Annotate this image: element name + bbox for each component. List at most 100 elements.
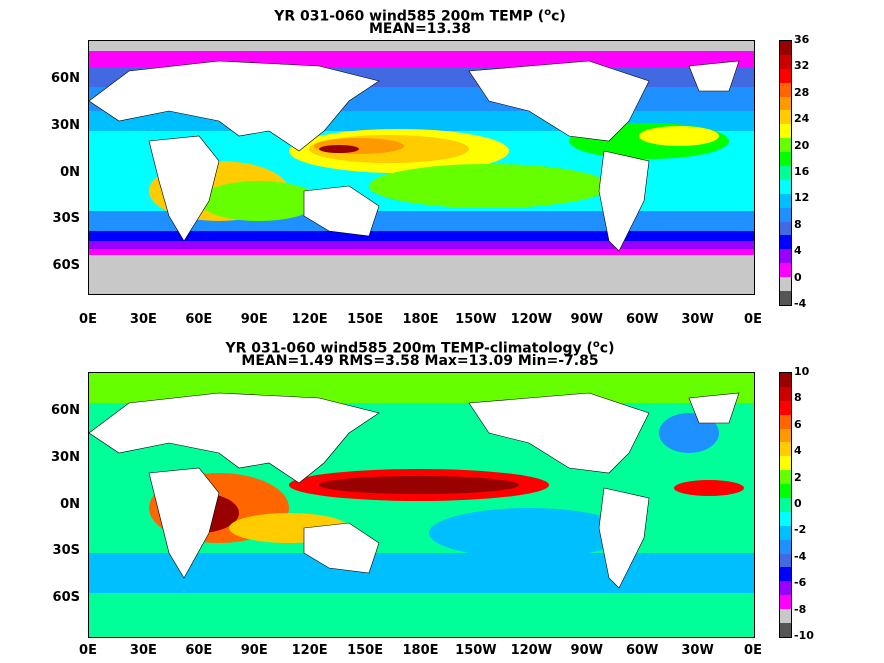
- top-lat-0n: 0N: [60, 165, 80, 180]
- bottom-colorbar-segment: [780, 553, 791, 568]
- top-colorbar-segment: [780, 207, 791, 222]
- top-lon-label-7: 150W: [455, 312, 497, 327]
- top-colorbar-segment: [780, 179, 791, 194]
- bottom-title-line1: YR 031-060 wind585 200m TEMP-climatology…: [225, 339, 615, 357]
- top-colorbar-tick: 24: [794, 112, 810, 126]
- top-lon-label-3: 90E: [240, 312, 268, 327]
- top-colorbar-tick: 36: [794, 33, 810, 46]
- bottom-colorbar-tick: 4: [794, 444, 802, 458]
- bottom-lon-label-1: 30E: [129, 643, 157, 658]
- bottom-colorbar-segment: [780, 567, 791, 582]
- bottom-lat-30n: 30N: [51, 450, 80, 465]
- top-colorbar-segment: [780, 68, 791, 83]
- bottom-colorbar-segment: [780, 498, 791, 512]
- bottom-colorbar-tick: 10: [794, 365, 810, 378]
- bottom-lat-0n: 0N: [60, 497, 80, 512]
- top-colorbar-tick: 0: [794, 270, 802, 284]
- bottom-colorbar-segment: [780, 400, 791, 415]
- bottom-colorbar-tick: 8: [794, 391, 802, 405]
- bottom-lon-label-2: 60E: [185, 643, 213, 658]
- bottom-lon-label-9: 90W: [570, 643, 603, 658]
- top-lon-label-12: 0E: [744, 312, 762, 327]
- bottom-colorbar-tick: -2: [794, 523, 807, 537]
- top-lon-label-4: 120E: [291, 312, 328, 327]
- top-colorbar-tick: 8: [794, 217, 802, 231]
- top-lat-60s: 60S: [52, 258, 80, 273]
- bottom-title-line2: MEAN=1.49 RMS=3.58 Max=13.09 Min=-7.85: [241, 353, 599, 369]
- top-colorbar-tick: 16: [794, 165, 810, 178]
- top-lat-60n: 60N: [51, 71, 80, 86]
- bottom-lon-label-5: 150E: [347, 643, 384, 658]
- bottom-colorbar-segment: [780, 511, 791, 526]
- bottom-colorbar-segment: [780, 595, 791, 610]
- bottom-colorbar-segment: [780, 428, 791, 443]
- top-colorbar-segment: [780, 110, 791, 125]
- bottom-colorbar-segment: [780, 609, 791, 624]
- top-colorbar-segment: [780, 138, 791, 153]
- top-colorbar-tick: 32: [794, 59, 810, 73]
- top-colorbar-tick: 4: [794, 244, 802, 258]
- top-title-line1: YR 031-060 wind585 200m TEMP (oc): [274, 7, 566, 25]
- bottom-colorbar-tick: -4: [794, 549, 807, 563]
- bottom-lon-label-11: 30W: [681, 643, 714, 658]
- bottom-colorbar-tick: -10: [794, 629, 814, 642]
- bottom-colorbar-tick: 2: [794, 470, 802, 484]
- top-lon-label-5: 150E: [347, 312, 384, 327]
- top-lat-30n: 30N: [51, 118, 80, 133]
- top-lon-label-9: 90W: [570, 312, 603, 327]
- top-lon-label-1: 30E: [129, 312, 157, 327]
- bottom-map: [88, 372, 755, 638]
- bottom-colorbar-segment: [780, 442, 791, 457]
- top-colorbar-segment: [780, 166, 791, 180]
- top-colorbar-tick: -4: [794, 297, 807, 310]
- top-colorbar-tick: 12: [794, 191, 810, 205]
- bottom-lon-label-4: 120E: [291, 643, 328, 658]
- bottom-map-svg: [89, 373, 754, 637]
- top-colorbar-segment: [780, 221, 791, 236]
- bottom-colorbar-segment: [780, 581, 791, 596]
- top-colorbar-segment: [780, 291, 791, 305]
- bottom-colorbar-tick: 0: [794, 497, 802, 510]
- top-colorbar-tick: 20: [794, 138, 810, 152]
- bottom-colorbar-segment: [780, 539, 791, 554]
- top-lon-label-10: 60W: [625, 312, 659, 327]
- bottom-colorbar-tick: -8: [794, 602, 807, 616]
- bottom-lon-label-8: 120W: [510, 643, 553, 658]
- top-title-line2: MEAN=13.38: [368, 21, 472, 37]
- bottom-colorbar: [779, 372, 792, 638]
- bottom-colorbar-segment: [780, 525, 791, 540]
- top-colorbar-segment: [780, 249, 791, 264]
- top-colorbar-segment: [780, 263, 791, 278]
- bottom-colorbar-segment: [780, 456, 791, 471]
- bottom-lon-label-10: 60W: [625, 643, 659, 658]
- bottom-lon-label-7: 150W: [455, 643, 497, 658]
- top-lon-label-8: 120W: [510, 312, 553, 327]
- top-lon-label-6: 180E: [402, 312, 439, 327]
- top-colorbar-segment: [780, 96, 791, 111]
- bottom-colorbar-segment: [780, 623, 791, 637]
- bottom-colorbar-segment: [780, 484, 791, 499]
- bottom-colorbar-segment: [780, 414, 791, 429]
- bottom-lat-30s: 30S: [52, 543, 80, 558]
- bottom-colorbar-tick: 6: [794, 417, 802, 431]
- bottom-colorbar-segment: [780, 386, 791, 401]
- top-colorbar-segment: [780, 41, 791, 55]
- top-lat-30s: 30S: [52, 211, 80, 226]
- top-colorbar-segment: [780, 193, 791, 208]
- bottom-colorbar-segment: [780, 373, 791, 387]
- top-lon-label-11: 30W: [681, 312, 714, 327]
- top-map-svg: [89, 41, 754, 294]
- top-colorbar: [779, 40, 792, 306]
- bottom-lon-label-6: 180E: [402, 643, 439, 658]
- bottom-lon-label-12: 0E: [744, 643, 762, 658]
- top-lon-label-0: 0E: [79, 312, 97, 327]
- top-colorbar-segment: [780, 54, 791, 69]
- top-colorbar-segment: [780, 152, 791, 167]
- top-colorbar-segment: [780, 277, 791, 292]
- bottom-lat-60s: 60S: [52, 590, 80, 605]
- top-lon-label-2: 60E: [185, 312, 213, 327]
- bottom-lon-label-3: 90E: [240, 643, 268, 658]
- top-colorbar-segment: [780, 124, 791, 139]
- top-colorbar-segment: [780, 235, 791, 250]
- bottom-colorbar-segment: [780, 470, 791, 485]
